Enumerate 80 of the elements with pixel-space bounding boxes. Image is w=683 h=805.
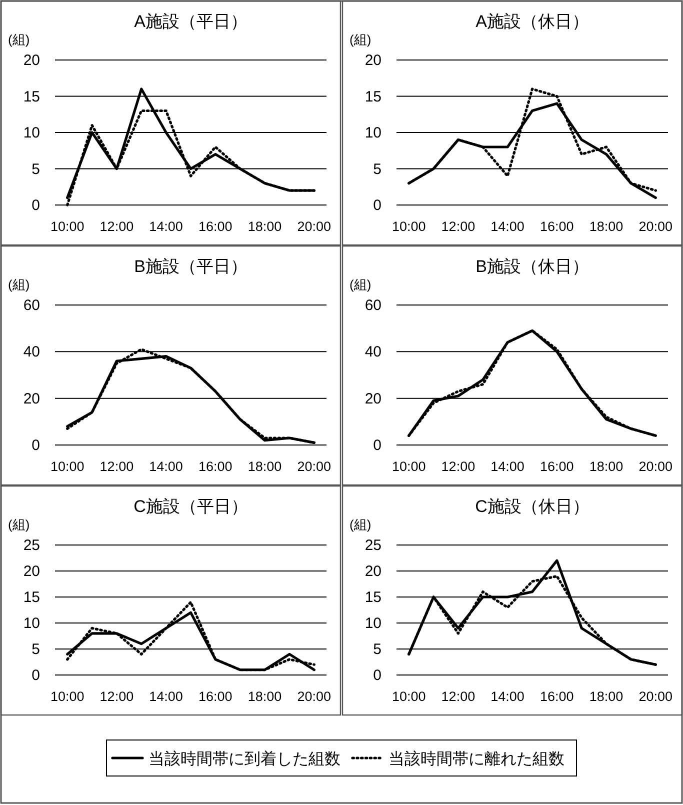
y-tick-label: 15: [23, 589, 40, 606]
y-tick-label: 15: [364, 589, 382, 606]
x-tick-label: 14:00: [149, 219, 183, 234]
x-tick-label: 12:00: [100, 689, 134, 704]
y-tick-label: 20: [364, 563, 382, 580]
x-tick-label: 16:00: [540, 459, 574, 474]
x-tick-label: 16:00: [540, 689, 574, 704]
x-tick-label: 16:00: [198, 689, 232, 704]
y-tick-label: 25: [364, 537, 382, 554]
x-tick-label: 14:00: [490, 219, 524, 234]
x-tick-label: 10:00: [50, 689, 84, 704]
x-tick-label: 12:00: [441, 459, 476, 474]
x-tick-label: 12:00: [441, 219, 476, 234]
y-axis-title: (組): [350, 32, 372, 47]
y-tick-label: 5: [32, 160, 40, 178]
y-tick-label: 20: [23, 390, 40, 408]
y-tick-label: 40: [23, 344, 40, 361]
y-axis-title: (組): [8, 32, 30, 47]
chart-title: A施設（休日）: [476, 12, 589, 31]
y-tick-label: 10: [23, 124, 40, 142]
y-tick-label: 10: [364, 124, 382, 142]
y-tick-label: 20: [364, 52, 382, 69]
x-tick-label: 20:00: [297, 689, 332, 704]
y-tick-label: 0: [373, 667, 382, 684]
x-tick-label: 10:00: [50, 219, 84, 234]
y-tick-label: 20: [23, 52, 40, 69]
y-tick-label: 0: [32, 437, 40, 454]
y-tick-label: 15: [364, 88, 382, 106]
y-tick-label: 25: [23, 537, 40, 554]
x-tick-label: 18:00: [589, 459, 624, 474]
y-tick-label: 10: [364, 615, 382, 632]
y-tick-label: 20: [23, 563, 40, 580]
x-tick-label: 10:00: [392, 459, 426, 474]
chart-title: C施設（休日）: [475, 497, 590, 516]
y-axis-title: (組): [350, 277, 372, 292]
x-tick-label: 20:00: [638, 459, 673, 474]
chart-title: B施設（平日）: [134, 257, 248, 276]
y-tick-label: 0: [32, 667, 40, 684]
x-tick-label: 20:00: [297, 219, 332, 234]
y-tick-label: 5: [32, 641, 40, 658]
y-tick-label: 5: [373, 641, 382, 658]
x-tick-label: 10:00: [392, 219, 426, 234]
y-axis-title: (組): [8, 517, 30, 532]
y-tick-label: 5: [373, 160, 382, 178]
x-tick-label: 14:00: [149, 459, 183, 474]
y-axis-title: (組): [8, 277, 30, 292]
x-tick-label: 12:00: [100, 459, 134, 474]
x-tick-label: 20:00: [638, 219, 673, 234]
legend-label: 当該時間帯に離れた組数: [388, 750, 564, 768]
y-axis-title: (組): [350, 517, 372, 532]
y-tick-label: 15: [23, 88, 40, 106]
x-tick-label: 14:00: [149, 689, 183, 704]
chart-title: B施設（休日）: [476, 257, 589, 276]
x-tick-label: 14:00: [490, 459, 524, 474]
y-tick-label: 0: [32, 197, 40, 214]
y-tick-label: 10: [23, 615, 40, 632]
x-tick-label: 16:00: [198, 219, 232, 234]
x-tick-label: 18:00: [589, 219, 624, 234]
y-tick-label: 0: [373, 437, 382, 454]
y-tick-label: 60: [23, 297, 40, 314]
chart-title: A施設（平日）: [134, 12, 248, 31]
x-tick-label: 12:00: [100, 219, 134, 234]
x-tick-label: 10:00: [50, 459, 84, 474]
x-tick-label: 16:00: [198, 459, 232, 474]
x-tick-label: 20:00: [638, 689, 673, 704]
legend-label: 当該時間帯に到着した組数: [148, 750, 340, 768]
x-tick-label: 18:00: [248, 689, 282, 704]
x-tick-label: 18:00: [248, 219, 282, 234]
x-tick-label: 10:00: [392, 689, 426, 704]
y-tick-label: 60: [364, 297, 382, 314]
x-tick-label: 18:00: [248, 459, 282, 474]
x-tick-label: 12:00: [441, 689, 476, 704]
y-tick-label: 40: [364, 344, 382, 361]
x-tick-label: 14:00: [490, 689, 524, 704]
x-tick-label: 20:00: [297, 459, 332, 474]
y-tick-label: 20: [364, 390, 382, 408]
chart-title: C施設（平日）: [134, 497, 248, 516]
x-tick-label: 16:00: [540, 219, 574, 234]
y-tick-label: 0: [373, 197, 382, 214]
x-tick-label: 18:00: [589, 689, 624, 704]
